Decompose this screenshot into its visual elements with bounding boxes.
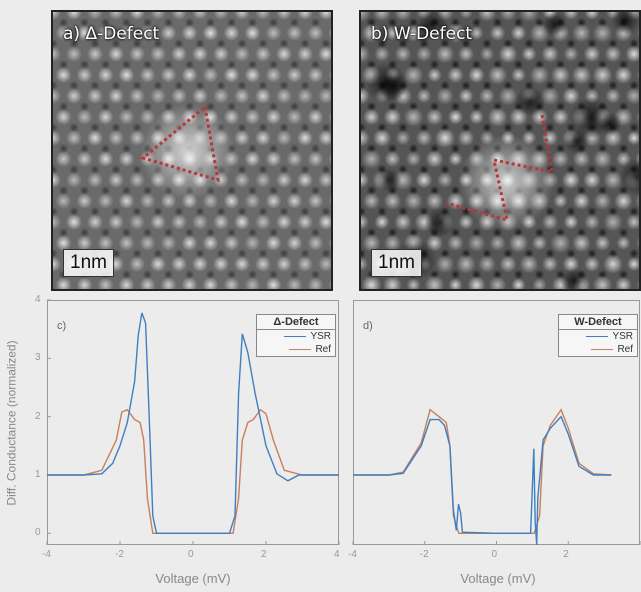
legend-entry-ysr-d: YSR [559, 330, 637, 343]
legend-entry-ysr-c: YSR [257, 330, 335, 343]
x-tick-label: 4 [334, 549, 340, 560]
scale-bar-b: 1nm [371, 249, 422, 277]
legend-title-c: Δ-Defect [257, 315, 335, 330]
x-tick-label: 2 [563, 549, 569, 560]
x-tick-label: -4 [42, 549, 51, 560]
plot-c [46, 299, 340, 545]
legend-label-ysr-c: YSR [310, 331, 331, 342]
legend-label-ref-c: Ref [315, 344, 331, 355]
image-title-a: a) Δ-Defect [63, 24, 160, 44]
stm-topography-b [361, 12, 639, 289]
legend-label-ysr-d: YSR [612, 331, 633, 342]
plot-d [352, 408, 641, 546]
x-tick-label: -2 [115, 549, 124, 560]
defect-halo [458, 134, 554, 230]
legend-d: W-Defect YSR Ref [558, 314, 638, 357]
triangle-marker [139, 104, 220, 183]
stm-image-w-defect: b) W-Defect 1nm [359, 10, 641, 291]
series-line-ref [353, 408, 612, 534]
stm-image-delta-defect: a) Δ-Defect 1nm [51, 10, 333, 291]
atomic-lattice [361, 12, 639, 289]
atomic-lattice [53, 12, 331, 289]
x-tick-label: -4 [348, 549, 357, 560]
x-axis-label-c: Voltage (mV) [155, 571, 231, 586]
y-axis-label-container: Diff. Conductance (normalized) [2, 300, 22, 545]
x-tick-label: 0 [188, 549, 194, 560]
y-tick-label: 3 [35, 352, 41, 364]
legend-c: Δ-Defect YSR Ref [256, 314, 336, 357]
legend-title-d: W-Defect [559, 315, 637, 330]
y-axis-label: Diff. Conductance (normalized) [5, 339, 19, 506]
x-tick-label: 0 [491, 549, 498, 560]
defect-halo [140, 104, 236, 200]
x-axis-label-d: Voltage (mV) [460, 571, 536, 586]
series-line-ysr [47, 312, 339, 534]
legend-entry-ref-c: Ref [257, 343, 335, 356]
x-tick-label: -2 [419, 549, 429, 560]
y-tick-label: 4 [35, 294, 41, 305]
scale-bar-a: 1nm [63, 249, 114, 277]
w-shape-marker [445, 114, 554, 223]
y-tick-label: 0 [35, 527, 41, 539]
panel-label-d: d) [363, 320, 373, 332]
y-tick-label: 1 [35, 469, 41, 480]
y-tick-label: 2 [35, 410, 41, 422]
series-line-ysr [353, 415, 612, 546]
image-title-b: b) W-Defect [371, 24, 473, 44]
legend-entry-ref-d: Ref [559, 343, 637, 356]
stm-topography-a [53, 12, 331, 289]
panel-label-c: c) [57, 320, 67, 332]
x-tick-label: 2 [261, 549, 267, 560]
legend-label-ref-d: Ref [617, 344, 633, 355]
series-line-ref [47, 408, 339, 534]
